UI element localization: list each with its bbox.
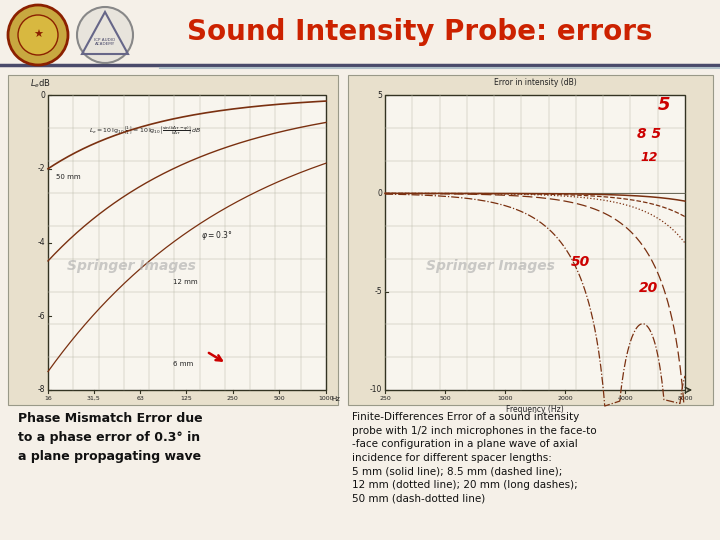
Circle shape — [77, 7, 133, 63]
Bar — [348, 75, 713, 405]
Text: 125: 125 — [180, 396, 192, 401]
Text: 63: 63 — [136, 396, 144, 401]
Text: 4000: 4000 — [617, 396, 633, 401]
Text: 50: 50 — [570, 255, 590, 269]
Text: 5: 5 — [658, 96, 670, 114]
Bar — [48, 95, 326, 390]
Text: 250: 250 — [379, 396, 391, 401]
Text: Springer Images: Springer Images — [426, 259, 554, 273]
Circle shape — [8, 5, 68, 65]
Text: 250: 250 — [227, 396, 238, 401]
Text: 6 mm: 6 mm — [173, 361, 194, 367]
Text: Phase Mismatch Error due
to a phase error of 0.3° in
a plane propagating wave: Phase Mismatch Error due to a phase erro… — [18, 412, 202, 463]
Text: ★: ★ — [33, 30, 43, 40]
Text: 8000: 8000 — [678, 396, 693, 401]
Text: Finite-Differences Error of a sound intensity
probe with 1/2 inch microphones in: Finite-Differences Error of a sound inte… — [352, 412, 597, 504]
Text: -5: -5 — [374, 287, 382, 296]
Text: 2000: 2000 — [557, 396, 573, 401]
Text: 12: 12 — [640, 151, 658, 165]
Text: $L_e = 10\,\lg_{10}\!\left[\frac{1}{1}\right] = 10\,\lg_{10}\!\left[\frac{\sin(k: $L_e = 10\,\lg_{10}\!\left[\frac{1}{1}\r… — [89, 124, 202, 137]
Text: 1000: 1000 — [318, 396, 334, 401]
Text: 8 5: 8 5 — [637, 127, 661, 141]
Text: -2: -2 — [37, 164, 45, 173]
Circle shape — [18, 15, 58, 55]
Text: 0: 0 — [377, 189, 382, 198]
Text: 500: 500 — [274, 396, 285, 401]
Text: $\varphi = 0.3°$: $\varphi = 0.3°$ — [201, 228, 233, 241]
Text: Hz: Hz — [331, 396, 340, 402]
Text: 16: 16 — [44, 396, 52, 401]
Bar — [385, 95, 685, 390]
Text: 500: 500 — [439, 396, 451, 401]
Text: -6: -6 — [37, 312, 45, 321]
Text: Sound Intensity Probe: errors: Sound Intensity Probe: errors — [187, 18, 653, 46]
Text: -10: -10 — [369, 386, 382, 395]
Text: 31,5: 31,5 — [86, 396, 100, 401]
Text: 1000: 1000 — [498, 396, 513, 401]
Text: 0: 0 — [40, 91, 45, 99]
Text: 20: 20 — [639, 281, 659, 295]
Text: -8: -8 — [37, 386, 45, 395]
Text: 5: 5 — [377, 91, 382, 99]
Text: 12 mm: 12 mm — [173, 279, 198, 285]
Text: Error in intensity (dB): Error in intensity (dB) — [494, 78, 577, 87]
Text: Springer Images: Springer Images — [67, 259, 196, 273]
Text: ICP AUDIO
ACADEMY: ICP AUDIO ACADEMY — [94, 38, 116, 46]
Text: 50 mm: 50 mm — [56, 174, 81, 180]
Text: $L_e$dB: $L_e$dB — [30, 78, 51, 90]
Text: Frequency (Hz): Frequency (Hz) — [506, 405, 564, 414]
Bar — [8, 75, 338, 405]
Text: -4: -4 — [37, 238, 45, 247]
